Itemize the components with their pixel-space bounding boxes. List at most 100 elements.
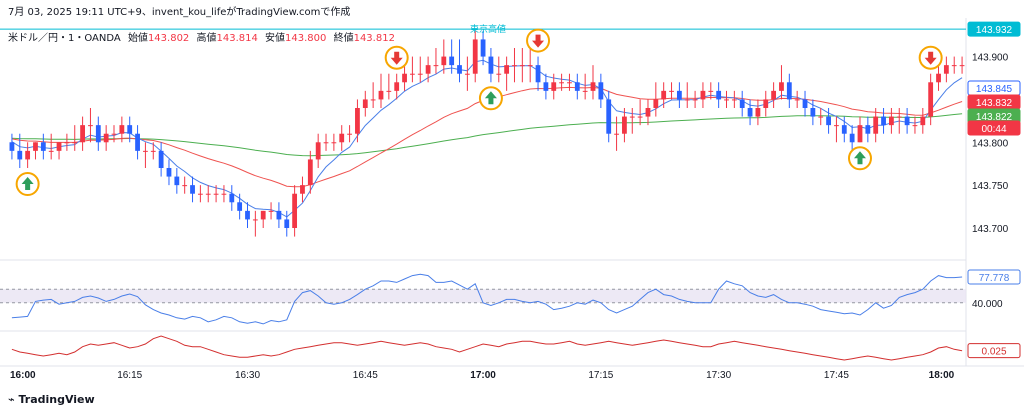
candle-body <box>637 116 643 118</box>
candle-body <box>402 73 407 83</box>
candle-body <box>339 133 345 143</box>
candle-body <box>716 90 722 100</box>
candle-body <box>9 142 15 151</box>
momentum-value-label <box>967 343 1021 359</box>
price-axis-label <box>967 21 1021 37</box>
candle-body <box>739 99 745 108</box>
candle-body <box>315 142 321 160</box>
candle-body <box>614 133 619 135</box>
candle-body <box>959 65 965 67</box>
candle-body <box>362 99 368 108</box>
candle-body <box>72 142 78 144</box>
candle-body <box>834 125 839 127</box>
candle-body <box>472 39 478 74</box>
candle-body <box>370 99 376 101</box>
candle-body <box>433 65 439 67</box>
candle-body <box>56 142 62 151</box>
candle-body <box>818 116 824 118</box>
candle-body <box>111 133 117 135</box>
candle-body <box>904 116 910 126</box>
candle-body <box>307 159 313 186</box>
candle-body <box>920 116 926 126</box>
momentum-value-text: 0.025 <box>981 347 1006 358</box>
candle-body <box>197 193 203 195</box>
low-value: 143.800 <box>285 33 327 44</box>
candle-body <box>417 73 423 75</box>
candle-body <box>951 65 957 67</box>
symbol-name[interactable]: 米ドル／円・1・OANDA <box>8 33 121 44</box>
candle-body <box>755 108 761 117</box>
candle-body <box>731 99 737 101</box>
candle-body <box>551 82 557 91</box>
symbol-legend: 米ドル／円・1・OANDA 始値143.802 高値143.814 安値143.… <box>8 29 395 44</box>
candle-body <box>779 82 784 91</box>
oscillator-level-tick: 40.000 <box>972 299 1003 310</box>
candle-body <box>40 142 46 151</box>
candle-body <box>559 82 564 84</box>
price-axis-label-text: 143.832 <box>976 98 1013 109</box>
candle-body <box>629 116 635 118</box>
candle-body <box>80 125 85 143</box>
candle-body <box>355 108 360 134</box>
candle-body <box>873 116 879 134</box>
price-axis-label-text: 143.822 <box>976 112 1013 123</box>
tokyo-high-label: 東京高値 <box>470 23 506 35</box>
candle-body <box>488 56 494 74</box>
candle-body <box>425 65 431 74</box>
candle-body <box>543 82 549 91</box>
candle-body <box>127 125 133 134</box>
candle-body <box>284 219 290 228</box>
time-tick-label: 18:00 <box>929 370 955 381</box>
price-tick-label: 143.750 <box>972 181 1009 192</box>
candle-body <box>143 150 148 152</box>
candle-body <box>496 73 502 75</box>
high-value: 143.814 <box>216 33 258 44</box>
candle-body <box>323 142 329 144</box>
candle-body <box>182 185 188 187</box>
candle-body <box>95 125 101 143</box>
candle-body <box>410 73 415 75</box>
time-tick-label: 16:15 <box>117 370 142 381</box>
candle-body <box>519 65 525 67</box>
candle-body <box>865 125 871 134</box>
candle-body <box>103 133 109 143</box>
candle-body <box>676 90 682 100</box>
price-tick-label: 143.900 <box>972 53 1009 64</box>
candle-body <box>708 90 714 92</box>
candle-body <box>237 202 243 211</box>
up-arrow-icon <box>21 177 34 190</box>
low-label: 安値 <box>265 33 286 44</box>
candle-body <box>661 90 667 100</box>
candle-body <box>17 150 23 160</box>
price-tick-label: 143.800 <box>972 138 1009 149</box>
candle-body <box>512 65 517 67</box>
candle-body <box>441 56 447 66</box>
candle-body <box>645 108 651 117</box>
candle-body <box>653 99 659 108</box>
candle-body <box>747 108 753 117</box>
candle-body <box>943 65 949 74</box>
candle-body <box>841 125 847 134</box>
time-tick-label: 16:00 <box>10 370 36 381</box>
time-tick-label: 16:30 <box>235 370 260 381</box>
down-arrow-icon <box>390 51 403 65</box>
time-tick-label: 16:45 <box>353 370 378 381</box>
candle-body <box>268 210 274 212</box>
time-tick-label: 17:00 <box>470 370 496 381</box>
candle-body <box>119 125 125 134</box>
candle-body <box>213 193 219 195</box>
candle-body <box>896 116 902 118</box>
candle-body <box>394 82 400 91</box>
tradingview-brand[interactable]: ⌁ TradingView <box>8 393 95 406</box>
candle-body <box>622 116 627 134</box>
candle-body <box>889 116 894 126</box>
candle-body <box>300 185 305 194</box>
candle-body <box>464 73 470 75</box>
candle-body <box>582 90 588 92</box>
time-tick-label: 17:30 <box>706 370 731 381</box>
candle-body <box>763 99 769 108</box>
candle-body <box>928 82 934 117</box>
candle-body <box>504 65 510 74</box>
candle-body <box>449 56 455 66</box>
